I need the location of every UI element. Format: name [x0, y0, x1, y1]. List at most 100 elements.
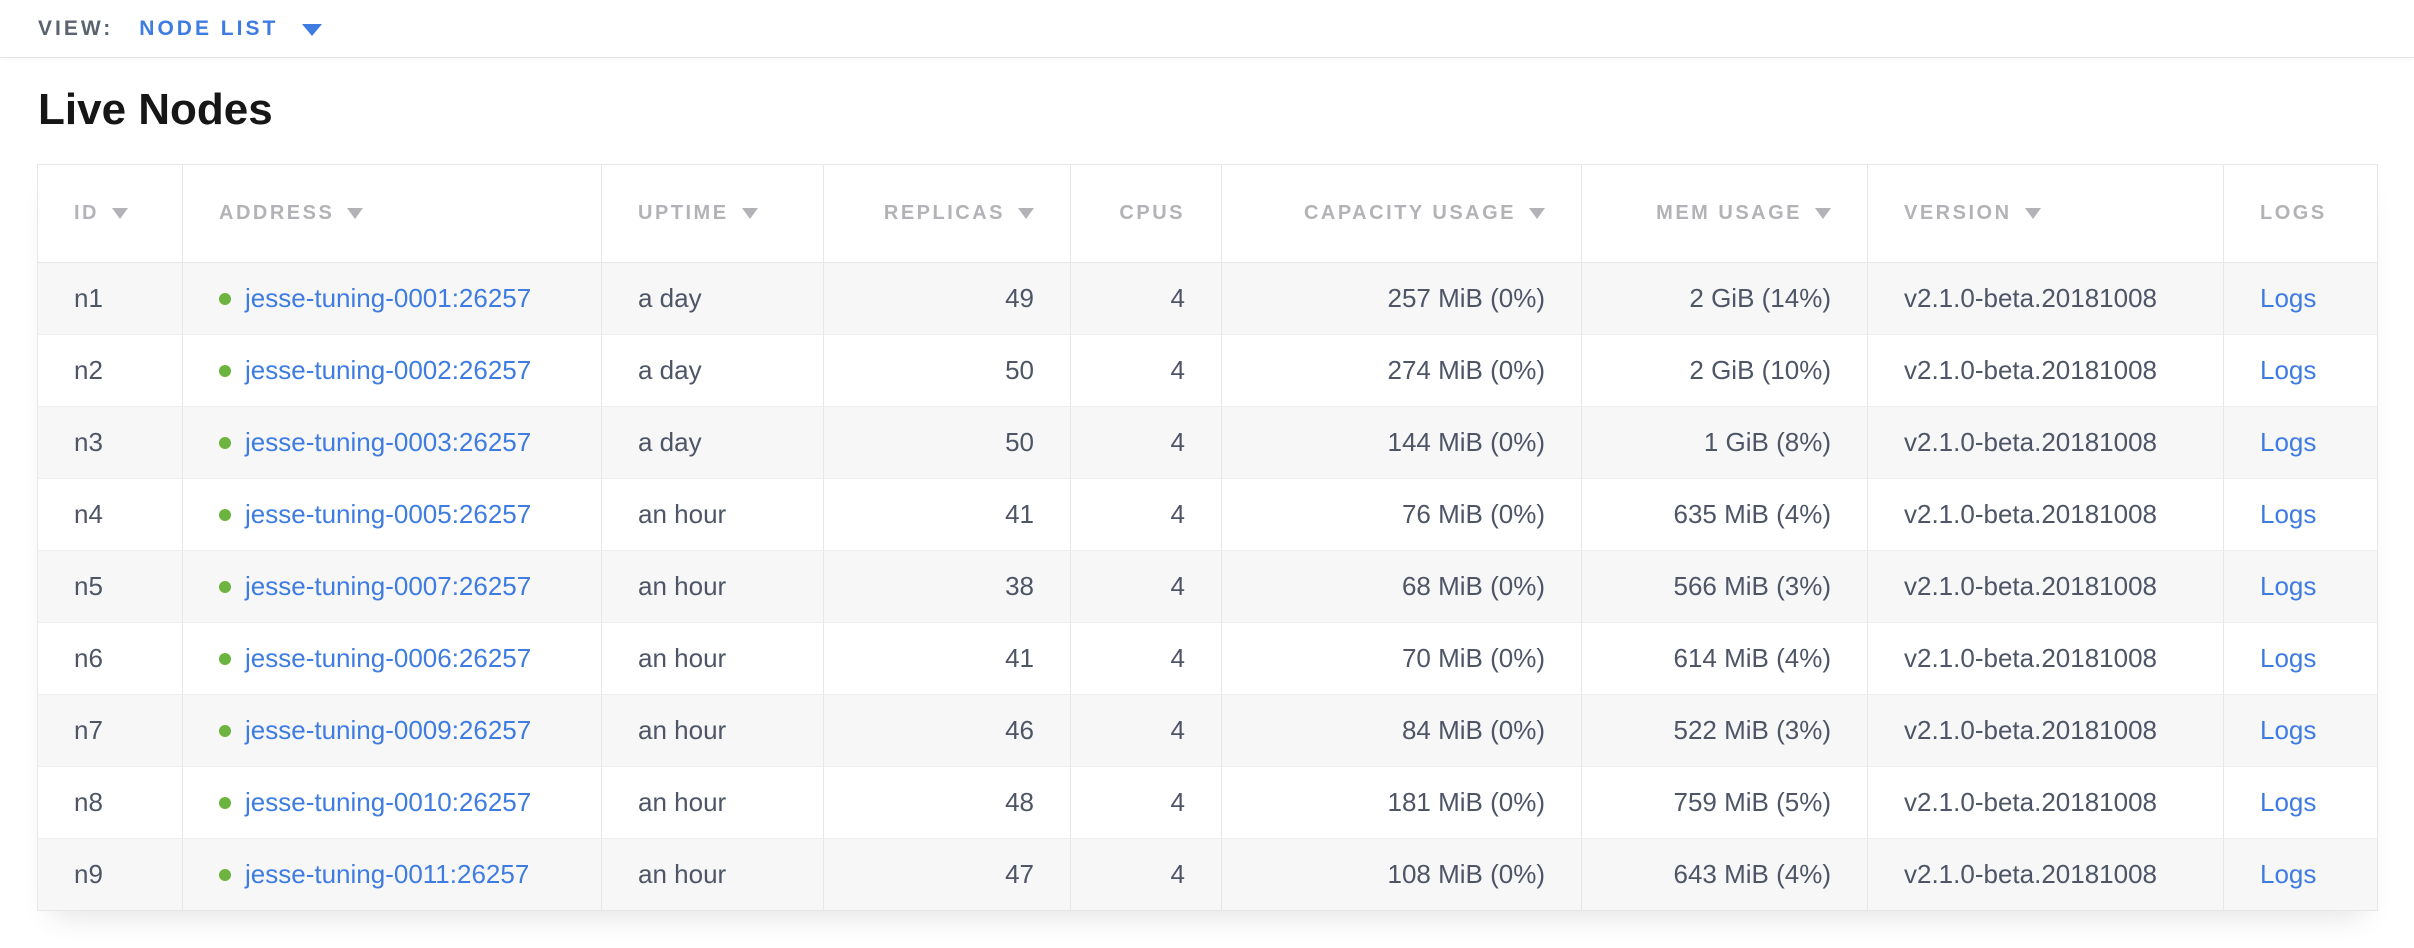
table-row: n3 jesse-tuning-0003:26257 a day 50 4 144 MiB… — [37, 406, 2378, 479]
cell-mem: 566 MiB (3%) — [1581, 550, 1868, 623]
column-header-label: CAPACITY USAGE — [1303, 202, 1516, 224]
node-address-link[interactable]: jesse-tuning-0010:26257 — [245, 787, 532, 817]
view-selected-value: NODE LIST — [139, 16, 279, 40]
cell-replicas: 41 — [823, 622, 1071, 695]
cell-replicas: 50 — [823, 334, 1071, 407]
cell-version: v2.1.0-beta.20181008 — [1867, 262, 2224, 335]
cell-version: v2.1.0-beta.20181008 — [1867, 334, 2224, 407]
node-live-status-icon — [219, 652, 231, 665]
cell-mem: 2 GiB (14%) — [1581, 262, 1868, 335]
cell-mem: 614 MiB (4%) — [1581, 622, 1868, 695]
cell-cpus: 4 — [1070, 694, 1222, 767]
node-logs-link[interactable]: Logs — [2260, 859, 2317, 889]
cell-uptime: a day — [601, 334, 824, 407]
column-header-label: ADDRESS — [219, 202, 335, 224]
cell-logs: Logs — [2223, 478, 2378, 551]
sort-desc-icon — [1815, 208, 1831, 219]
column-header-replicas[interactable]: REPLICAS — [823, 164, 1071, 263]
cell-mem: 2 GiB (10%) — [1581, 334, 1868, 407]
cell-id: n6 — [37, 622, 183, 695]
cell-cpus: 4 — [1070, 550, 1222, 623]
node-address-link[interactable]: jesse-tuning-0003:26257 — [245, 427, 532, 457]
node-live-status-icon — [219, 796, 231, 809]
column-header-cpus: CPUS — [1070, 164, 1222, 263]
cell-replicas: 47 — [823, 838, 1071, 911]
column-header-id[interactable]: ID — [37, 164, 183, 263]
cell-logs: Logs — [2223, 406, 2378, 479]
table-row: n8 jesse-tuning-0010:26257 an hour 48 4 181 M… — [37, 766, 2378, 839]
cell-id: n1 — [37, 262, 183, 335]
cell-address: jesse-tuning-0007:26257 — [182, 550, 602, 623]
cell-address: jesse-tuning-0001:26257 — [182, 262, 602, 335]
node-live-status-icon — [219, 364, 231, 377]
column-header-address[interactable]: ADDRESS — [182, 164, 602, 263]
cell-cpus: 4 — [1070, 406, 1222, 479]
sort-desc-icon — [112, 208, 128, 219]
node-logs-link[interactable]: Logs — [2260, 499, 2317, 529]
column-header-label: ID — [74, 202, 99, 224]
cell-capacity: 84 MiB (0%) — [1221, 694, 1582, 767]
cell-capacity: 76 MiB (0%) — [1221, 478, 1582, 551]
cell-replicas: 49 — [823, 262, 1071, 335]
cell-capacity: 68 MiB (0%) — [1221, 550, 1582, 623]
node-logs-link[interactable]: Logs — [2260, 427, 2317, 457]
node-address-link[interactable]: jesse-tuning-0005:26257 — [245, 499, 532, 529]
node-address-link[interactable]: jesse-tuning-0002:26257 — [245, 355, 532, 385]
table-row: n1 jesse-tuning-0001:26257 a day 49 4 257 MiB… — [37, 262, 2378, 335]
cell-address: jesse-tuning-0006:26257 — [182, 622, 602, 695]
cell-address: jesse-tuning-0011:26257 — [182, 838, 602, 911]
table-row: n2 jesse-tuning-0002:26257 a day 50 4 274 MiB… — [37, 334, 2378, 407]
cell-mem: 643 MiB (4%) — [1581, 838, 1868, 911]
column-header-version[interactable]: VERSION — [1867, 164, 2224, 263]
cell-cpus: 4 — [1070, 262, 1222, 335]
cell-id: n9 — [37, 838, 183, 911]
node-address-link[interactable]: jesse-tuning-0001:26257 — [245, 283, 532, 313]
cell-capacity: 144 MiB (0%) — [1221, 406, 1582, 479]
cell-id: n7 — [37, 694, 183, 767]
cell-logs: Logs — [2223, 766, 2378, 839]
node-live-status-icon — [219, 508, 231, 521]
node-logs-link[interactable]: Logs — [2260, 283, 2317, 313]
cell-mem: 1 GiB (8%) — [1581, 406, 1868, 479]
column-header-uptime[interactable]: UPTIME — [601, 164, 824, 263]
chevron-down-icon — [302, 23, 323, 36]
node-logs-link[interactable]: Logs — [2260, 715, 2317, 745]
sort-desc-icon — [1018, 208, 1034, 219]
cell-address: jesse-tuning-0003:26257 — [182, 406, 602, 479]
cell-address: jesse-tuning-0009:26257 — [182, 694, 602, 767]
cell-address: jesse-tuning-0005:26257 — [182, 478, 602, 551]
node-address-link[interactable]: jesse-tuning-0011:26257 — [245, 859, 530, 889]
cell-cpus: 4 — [1070, 766, 1222, 839]
cell-logs: Logs — [2223, 838, 2378, 911]
node-logs-link[interactable]: Logs — [2260, 571, 2317, 601]
cell-uptime: an hour — [601, 694, 824, 767]
node-logs-link[interactable]: Logs — [2260, 643, 2317, 673]
cell-cpus: 4 — [1070, 478, 1222, 551]
node-logs-link[interactable]: Logs — [2260, 355, 2317, 385]
cell-id: n5 — [37, 550, 183, 623]
column-header-capacity[interactable]: CAPACITY USAGE — [1221, 164, 1582, 263]
cell-cpus: 4 — [1070, 838, 1222, 911]
node-address-link[interactable]: jesse-tuning-0007:26257 — [245, 571, 532, 601]
cell-mem: 635 MiB (4%) — [1581, 478, 1868, 551]
cell-mem: 522 MiB (3%) — [1581, 694, 1868, 767]
cell-version: v2.1.0-beta.20181008 — [1867, 406, 2224, 479]
cell-version: v2.1.0-beta.20181008 — [1867, 694, 2224, 767]
cell-capacity: 274 MiB (0%) — [1221, 334, 1582, 407]
node-address-link[interactable]: jesse-tuning-0006:26257 — [245, 643, 532, 673]
sort-desc-icon — [2024, 208, 2041, 219]
node-address-link[interactable]: jesse-tuning-0009:26257 — [245, 715, 532, 745]
cell-replicas: 50 — [823, 406, 1071, 479]
column-header-label: CPUS — [1119, 202, 1185, 224]
cell-version: v2.1.0-beta.20181008 — [1867, 550, 2224, 623]
sort-desc-icon — [347, 208, 364, 219]
column-header-mem[interactable]: MEM USAGE — [1581, 164, 1868, 263]
node-logs-link[interactable]: Logs — [2260, 787, 2317, 817]
column-header-label: LOGS — [2260, 202, 2327, 224]
cell-replicas: 46 — [823, 694, 1071, 767]
view-selector[interactable]: VIEW: NODE LIST — [38, 16, 323, 41]
cell-logs: Logs — [2223, 622, 2378, 695]
cell-logs: Logs — [2223, 550, 2378, 623]
cell-capacity: 257 MiB (0%) — [1221, 262, 1582, 335]
cell-uptime: an hour — [601, 766, 824, 839]
